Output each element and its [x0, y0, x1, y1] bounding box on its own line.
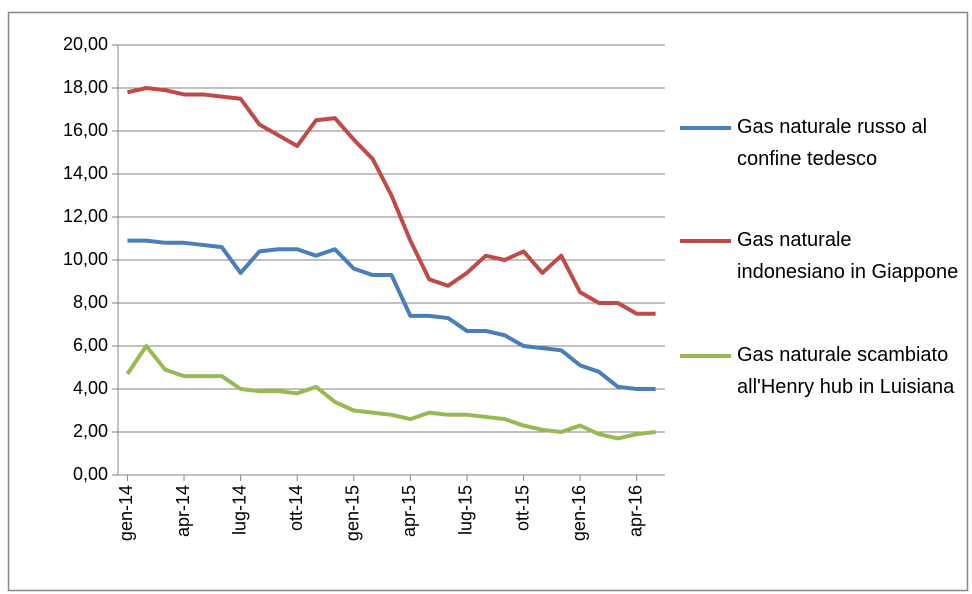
x-tick-label: apr-16 [625, 485, 645, 537]
series-line [127, 238, 656, 391]
legend-label: Gas naturale russo al confine tedesco [737, 116, 933, 170]
legend-line: indonesiano in Giappone [737, 261, 958, 283]
legend-label: Gas naturale scambiato all'Henry hub in … [737, 344, 955, 398]
legend-label: Gas naturale indonesiano in Giappone [737, 229, 958, 283]
y-tick-label: 14,00 [63, 163, 108, 183]
x-tick-label: lug-15 [456, 485, 476, 535]
x-tick-label: gen-16 [569, 485, 589, 541]
y-tick-label: 20,00 [63, 34, 108, 54]
legend-line: Gas naturale russo al [737, 116, 933, 138]
legend-line: confine tedesco [737, 148, 877, 170]
series-line [125, 344, 656, 441]
chart-frame [7, 11, 969, 592]
y-tick-label: 12,00 [63, 206, 108, 226]
legend-line: Gas naturale [737, 229, 857, 251]
x-tick-label: gen-14 [116, 485, 136, 541]
legend-line: Gas naturale scambiato [737, 344, 954, 366]
legend-line: all'Henry hub in Luisiana [737, 376, 955, 398]
y-tick-label: 8,00 [73, 292, 108, 312]
y-tick-label: 10,00 [63, 249, 108, 269]
y-tick-label: 2,00 [73, 421, 108, 441]
y-tick-label: 0,00 [73, 464, 108, 484]
series-line [126, 86, 656, 316]
x-tick-label: gen-15 [343, 485, 363, 541]
y-tick-label: 4,00 [73, 378, 108, 398]
x-tick-label: ott-14 [286, 485, 306, 531]
x-tick-label: apr-15 [399, 485, 419, 537]
x-tick-label: lug-14 [229, 485, 249, 535]
y-tick-label: 18,00 [63, 77, 108, 97]
y-tick-label: 16,00 [63, 120, 108, 140]
y-tick-label: 6,00 [73, 335, 108, 355]
x-tick-label: ott-15 [512, 485, 532, 531]
x-tick-label: apr-14 [173, 485, 193, 537]
